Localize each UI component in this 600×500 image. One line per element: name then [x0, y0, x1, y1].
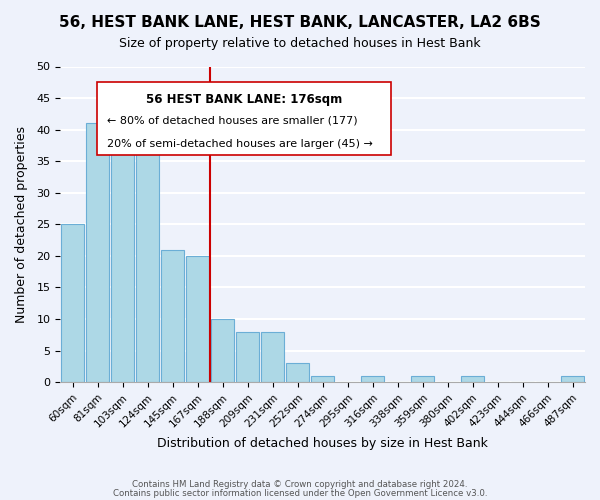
Text: Contains HM Land Registry data © Crown copyright and database right 2024.: Contains HM Land Registry data © Crown c…	[132, 480, 468, 489]
Bar	[361, 376, 384, 382]
Bar	[112, 117, 134, 382]
Bar	[236, 332, 259, 382]
Bar	[86, 124, 109, 382]
X-axis label: Distribution of detached houses by size in Hest Bank: Distribution of detached houses by size …	[157, 437, 488, 450]
Bar	[461, 376, 484, 382]
Bar	[262, 332, 284, 382]
Text: ← 80% of detached houses are smaller (177): ← 80% of detached houses are smaller (17…	[107, 116, 358, 126]
Bar	[311, 376, 334, 382]
Text: 56 HEST BANK LANE: 176sqm: 56 HEST BANK LANE: 176sqm	[146, 94, 342, 106]
Bar	[161, 250, 184, 382]
Text: Contains public sector information licensed under the Open Government Licence v3: Contains public sector information licen…	[113, 490, 487, 498]
FancyBboxPatch shape	[97, 82, 391, 155]
Bar	[211, 319, 234, 382]
Text: Size of property relative to detached houses in Hest Bank: Size of property relative to detached ho…	[119, 38, 481, 51]
Y-axis label: Number of detached properties: Number of detached properties	[15, 126, 28, 323]
Bar	[561, 376, 584, 382]
Text: 20% of semi-detached houses are larger (45) →: 20% of semi-detached houses are larger (…	[107, 139, 373, 149]
Text: 56, HEST BANK LANE, HEST BANK, LANCASTER, LA2 6BS: 56, HEST BANK LANE, HEST BANK, LANCASTER…	[59, 15, 541, 30]
Bar	[61, 224, 84, 382]
Bar	[412, 376, 434, 382]
Bar	[187, 256, 209, 382]
Bar	[286, 363, 309, 382]
Bar	[136, 136, 159, 382]
